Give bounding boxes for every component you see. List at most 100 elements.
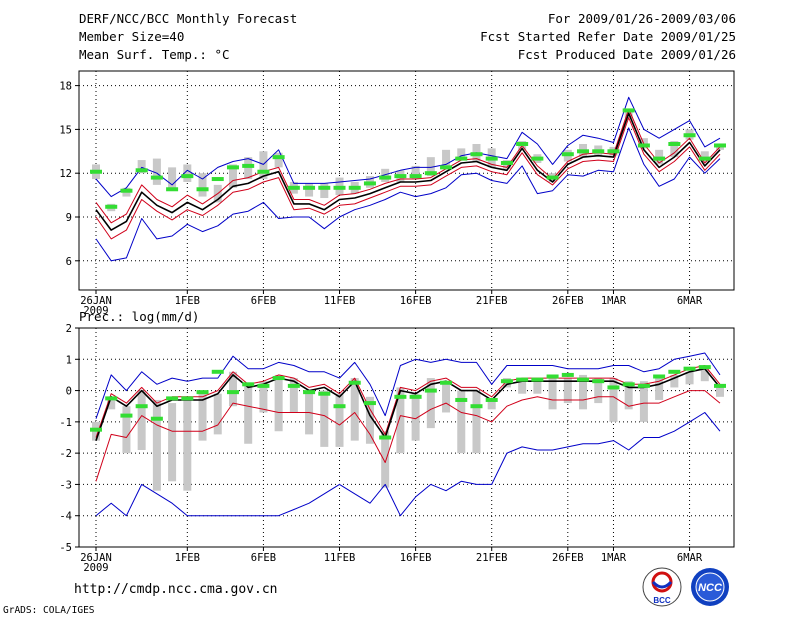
- temperature-observed-marker: [105, 204, 118, 209]
- precipitation-observed-marker: [348, 380, 361, 385]
- precipitation-y-tick-label: -3: [59, 479, 72, 491]
- precipitation-range-bar: [213, 393, 222, 435]
- temperature-observed-marker: [409, 174, 422, 179]
- precipitation-y-tick-label: -1: [59, 417, 72, 429]
- precipitation-range-bar: [442, 381, 451, 413]
- temperature-y-tick-label: 6: [66, 256, 72, 268]
- precipitation-range-bar: [518, 378, 527, 394]
- precipitation-range-bar: [548, 378, 557, 410]
- temperature-observed-marker: [500, 160, 513, 165]
- precipitation-observed-marker: [622, 382, 635, 387]
- bcc-logo: BCC: [641, 566, 683, 608]
- precipitation-observed-marker: [516, 377, 529, 382]
- precipitation-variable-label: Prec.: log(mm/d): [79, 309, 200, 324]
- temperature-range-bar: [168, 167, 177, 191]
- temperature-y-tick-label: 12: [59, 168, 72, 180]
- precipitation-range-bar: [289, 378, 298, 413]
- precipitation-lower-line: [95, 390, 721, 482]
- temperature-upper-line: [95, 108, 721, 224]
- precipitation-range-bar: [426, 378, 435, 429]
- temperature-observed-marker: [546, 175, 559, 180]
- temperature-range-bar: [305, 183, 314, 197]
- temperature-observed-marker: [287, 185, 300, 190]
- temperature-range-bar: [152, 158, 161, 185]
- temperature-observed-marker: [211, 177, 224, 182]
- precipitation-range-bar: [594, 378, 603, 404]
- precipitation-range-bar: [381, 431, 390, 488]
- temperature-observed-marker: [668, 142, 681, 146]
- precipitation-plot-frame: [78, 327, 735, 548]
- precipitation-range-bar: [579, 374, 588, 410]
- precipitation-observed-marker: [181, 396, 194, 401]
- temperature-y-tick-label: 9: [66, 212, 72, 224]
- source-url[interactable]: http://cmdp.ncc.cma.gov.cn: [74, 582, 278, 597]
- temperature-range-bar: [137, 160, 146, 174]
- precipitation-observed-marker: [653, 374, 666, 379]
- precipitation-upper-line: [95, 365, 721, 438]
- temperature-observed-marker: [303, 185, 316, 190]
- precipitation-observed-marker: [607, 385, 620, 390]
- precipitation-range-bar: [137, 390, 146, 451]
- precipitation-observed-marker: [455, 397, 468, 402]
- precipitation-range-bar: [472, 390, 481, 454]
- precipitation-x-tick-year: 2009: [83, 562, 108, 574]
- bcc-logo-text: BCC: [653, 596, 671, 605]
- precipitation-observed-marker: [90, 427, 102, 432]
- temperature-range-bar: [244, 157, 253, 180]
- precipitation-range-bar: [700, 365, 709, 382]
- precipitation-range-bar: [365, 396, 374, 444]
- precipitation-observed-marker: [287, 383, 300, 388]
- temperature-x-tick-year: 2009: [83, 305, 108, 317]
- precipitation-range-bar: [228, 371, 237, 407]
- precipitation-range-bar: [320, 390, 329, 447]
- temperature-observed-marker: [683, 133, 696, 138]
- precipitation-x-tick-label: 1MAR: [601, 552, 627, 564]
- temperature-range-bar: [426, 157, 435, 177]
- chart-title: DERF/NCC/BCC Monthly Forecast: [79, 11, 298, 26]
- temperature-observed-marker: [242, 163, 255, 168]
- precipitation-range-bar: [244, 384, 253, 444]
- precipitation-range-bar: [624, 381, 633, 410]
- precipitation-observed-marker: [272, 376, 285, 381]
- temperature-observed-marker: [333, 185, 346, 190]
- precipitation-y-tick-label: 2: [66, 323, 72, 335]
- temperature-observed-marker: [90, 169, 102, 174]
- precipitation-observed-marker: [379, 435, 392, 440]
- precipitation-observed-marker: [637, 383, 650, 388]
- temperature-x-tick-label: 21FEB: [476, 295, 508, 307]
- precipitation-range-bar: [122, 406, 131, 454]
- precipitation-range-bar: [198, 393, 207, 441]
- precipitation-observed-marker: [592, 379, 605, 384]
- precipitation-range-bar: [168, 403, 177, 482]
- precipitation-range-bar: [685, 371, 694, 385]
- precipitation-range-bar: [609, 378, 618, 422]
- temperature-observed-marker: [181, 174, 194, 179]
- temperature-y-tick-label: 18: [59, 81, 72, 93]
- temperature-max-line: [95, 96, 721, 198]
- temperature-observed-marker: [424, 171, 437, 176]
- precipitation-range-bar: [457, 390, 466, 454]
- precipitation-observed-marker: [257, 383, 270, 388]
- precipitation-observed-marker: [303, 390, 316, 395]
- temperature-y-tick-label: 15: [59, 124, 72, 136]
- temperature-observed-marker: [577, 149, 590, 154]
- precipitation-x-tick-label: 6MAR: [677, 552, 703, 564]
- precipitation-y-tick-label: -5: [59, 542, 72, 554]
- temperature-observed-marker: [607, 149, 620, 154]
- temperature-observed-marker: [653, 156, 666, 161]
- temperature-observed-marker: [561, 152, 574, 157]
- precipitation-max-line: [95, 352, 721, 419]
- temperature-observed-marker: [714, 143, 726, 148]
- temperature-observed-marker: [363, 181, 376, 186]
- precipitation-observed-marker: [196, 390, 209, 395]
- temperature-observed-marker: [622, 108, 635, 113]
- temperature-observed-marker: [196, 187, 209, 192]
- precipitation-observed-marker: [683, 366, 696, 371]
- temperature-x-tick-label: 1FEB: [175, 295, 200, 307]
- precipitation-min-line: [95, 412, 721, 517]
- member-size: Member Size=40: [79, 29, 185, 44]
- temperature-min-line: [95, 127, 721, 262]
- temperature-range-bar: [700, 151, 709, 162]
- precipitation-observed-marker: [242, 382, 255, 387]
- precipitation-observed-marker: [531, 377, 544, 382]
